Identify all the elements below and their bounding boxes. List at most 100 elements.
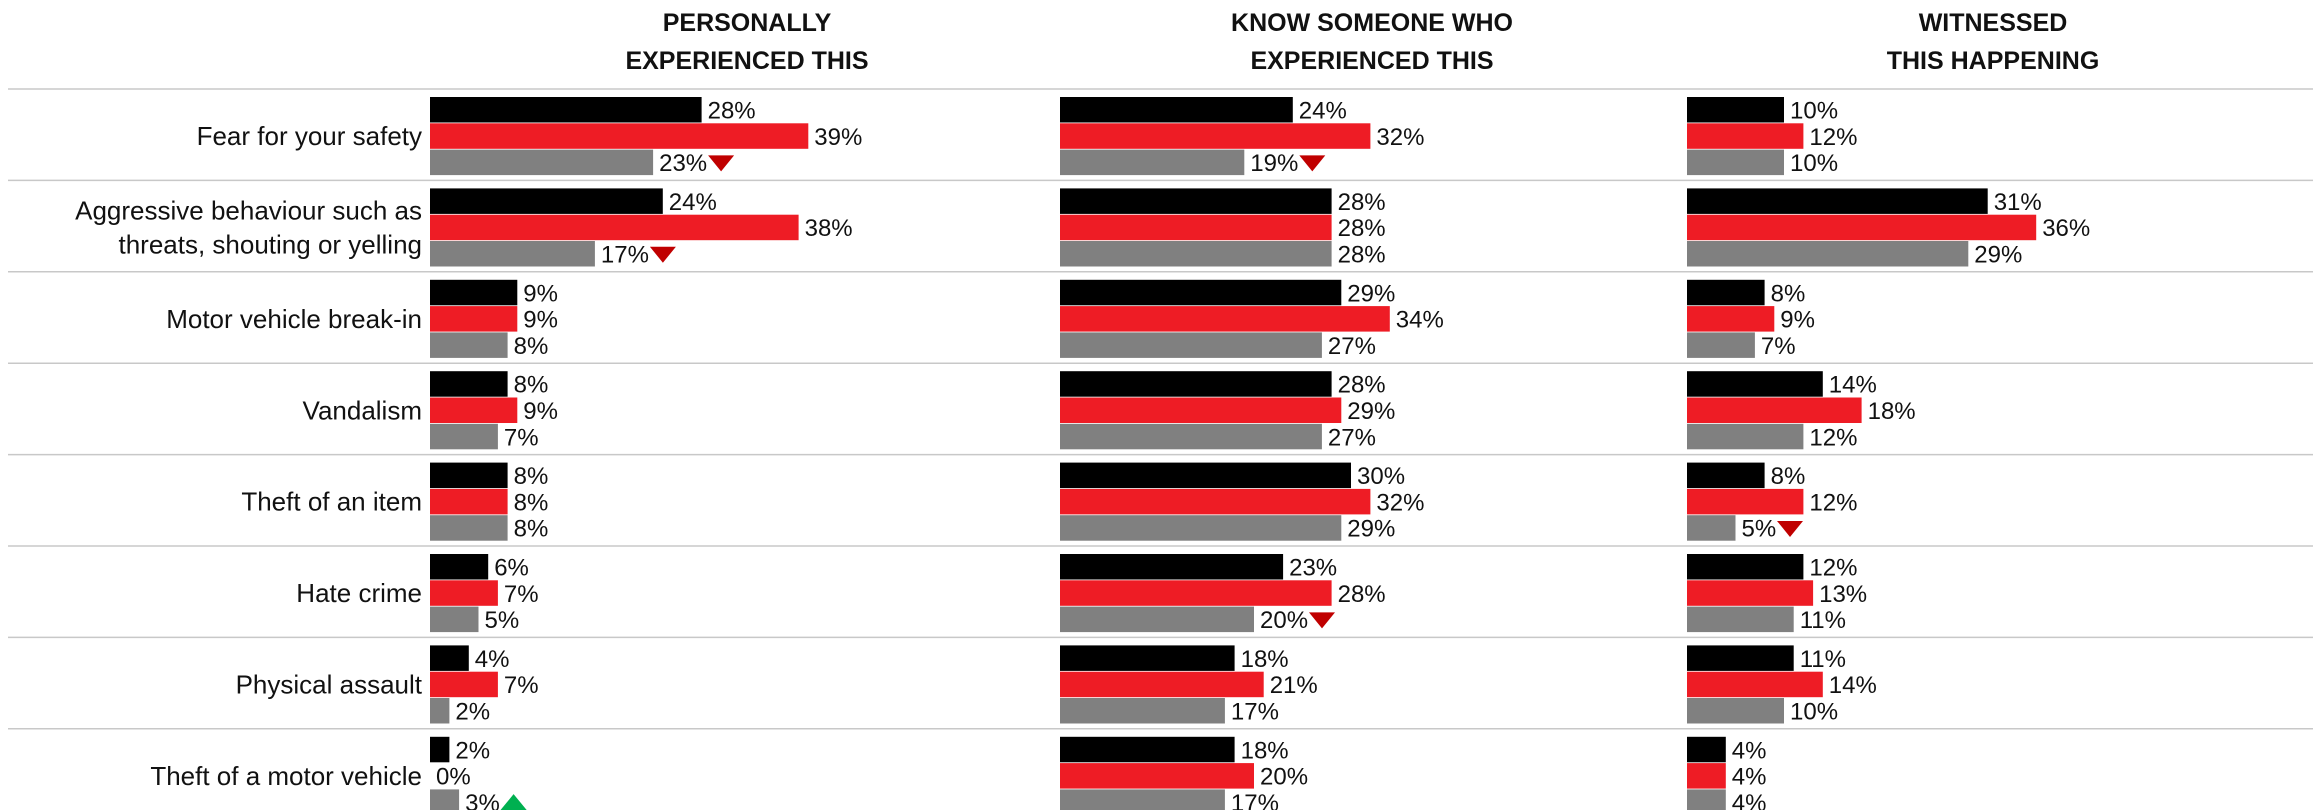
bar-cat4-panel0-series1 [430,488,508,515]
category-label-1-line-1: threats, shouting or yelling [118,229,422,259]
value-label-cat1-panel0-series1: 38% [805,215,853,242]
value-label-cat7-panel0-series2: 3% [465,790,500,810]
value-label-cat0-panel2-series0: 10% [1790,98,1838,125]
bar-cat5-panel0-series0 [430,554,489,580]
value-label-cat5-panel1-series2: 20% [1260,607,1308,634]
value-label-cat6-panel1-series1: 21% [1270,672,1318,699]
value-label-cat7-panel0-series1: 0% [436,764,471,791]
bar-cat4-panel2-series0 [1687,462,1765,489]
bar-cat7-panel1-series0 [1060,736,1235,763]
bar-cat2-panel0-series1 [430,306,518,332]
significance-down-marker-0 [708,155,735,172]
value-label-cat4-panel0-series2: 8% [514,516,549,543]
significance-down-marker-2 [649,246,676,263]
value-label-cat3-panel1-series1: 29% [1347,398,1395,425]
bar-cat3-panel0-series2 [430,423,498,450]
bar-cat0-panel0-series0 [430,97,702,123]
value-label-cat5-panel1-series1: 28% [1338,581,1386,608]
panel-title-2-line-0: WITNESSED [1919,9,2068,37]
bar-cat1-panel0-series0 [430,188,663,214]
value-label-cat3-panel0-series0: 8% [514,372,549,399]
category-label-3: Vandalism [303,395,422,425]
panel-title-1-line-0: KNOW SOMEONE WHO [1231,9,1513,37]
bar-cat0-panel0-series1 [430,123,809,149]
bar-cat0-panel1-series2 [1060,149,1245,176]
bar-cat1-panel0-series1 [430,214,799,241]
value-label-cat3-panel0-series2: 7% [504,424,539,451]
bar-cat6-panel2-series1 [1687,671,1823,698]
value-label-cat5-panel0-series1: 7% [504,581,539,608]
bar-cat2-panel2-series2 [1687,332,1755,358]
value-label-cat5-panel2-series1: 13% [1819,581,1867,608]
value-label-cat6-panel0-series0: 4% [475,646,510,673]
bar-cat1-panel2-series1 [1687,214,2037,241]
value-label-cat3-panel2-series1: 18% [1868,398,1916,425]
value-label-cat5-panel1-series0: 23% [1289,555,1337,582]
category-label-0: Fear for your safety [197,121,422,151]
value-label-cat2-panel1-series1: 34% [1396,307,1444,334]
value-label-cat6-panel1-series0: 18% [1241,646,1289,673]
value-label-cat7-panel1-series0: 18% [1241,737,1289,764]
bar-cat5-panel2-series0 [1687,554,1804,580]
bar-cat3-panel0-series0 [430,371,508,397]
value-label-cat6-panel1-series2: 17% [1231,699,1279,726]
value-label-cat7-panel2-series1: 4% [1732,764,1767,791]
significance-up-marker-5 [500,794,527,810]
value-label-cat3-panel2-series0: 14% [1829,372,1877,399]
bar-cat7-panel0-series2 [430,789,460,810]
bar-cat6-panel0-series0 [430,645,469,671]
bar-cat4-panel0-series2 [430,515,508,541]
bar-cat4-panel0-series0 [430,462,508,489]
value-label-cat7-panel1-series1: 20% [1260,764,1308,791]
value-label-cat7-panel2-series0: 4% [1732,737,1767,764]
value-label-cat4-panel2-series2: 5% [1742,516,1777,543]
bar-cat3-panel1-series1 [1060,397,1342,423]
bar-cat4-panel1-series0 [1060,462,1351,489]
bar-cat0-panel2-series0 [1687,97,1784,123]
value-label-cat2-panel1-series0: 29% [1347,280,1395,307]
value-label-cat1-panel2-series0: 31% [1994,189,2042,216]
value-label-cat3-panel0-series1: 9% [523,398,558,425]
value-label-cat1-panel1-series2: 28% [1338,242,1386,269]
value-label-cat1-panel1-series0: 28% [1338,189,1386,216]
value-label-cat6-panel0-series1: 7% [504,672,539,699]
value-label-cat5-panel2-series2: 11% [1800,607,1846,634]
value-label-cat4-panel1-series1: 32% [1376,489,1424,516]
value-label-cat7-panel1-series2: 17% [1231,790,1279,810]
bar-cat3-panel2-series1 [1687,397,1862,423]
value-label-cat0-panel2-series2: 10% [1790,150,1838,177]
value-label-cat0-panel0-series1: 39% [814,124,862,151]
bar-cat6-panel1-series0 [1060,645,1235,671]
bar-cat6-panel2-series0 [1687,645,1794,671]
value-label-cat7-panel0-series0: 2% [455,737,490,764]
bar-cat4-panel1-series2 [1060,515,1342,541]
value-label-cat3-panel1-series2: 27% [1328,424,1376,451]
bar-cat1-panel1-series1 [1060,214,1332,241]
value-label-cat5-panel0-series2: 5% [485,607,520,634]
category-label-2: Motor vehicle break-in [166,304,422,334]
bar-cat3-panel1-series2 [1060,423,1322,450]
bar-cat5-panel0-series1 [430,580,498,606]
value-label-cat0-panel1-series2: 19% [1250,150,1298,177]
bar-cat7-panel2-series2 [1687,789,1726,810]
value-label-cat6-panel2-series2: 10% [1790,699,1838,726]
bar-cat4-panel2-series2 [1687,515,1736,541]
bar-cat2-panel0-series2 [430,332,508,358]
bar-cat0-panel2-series2 [1687,149,1784,176]
significance-down-marker-4 [1309,612,1335,629]
value-label-cat4-panel2-series1: 12% [1809,489,1857,516]
value-label-cat3-panel1-series0: 28% [1338,372,1386,399]
value-label-cat4-panel1-series0: 30% [1357,463,1405,490]
value-label-cat7-panel2-series2: 4% [1732,790,1767,810]
value-label-cat1-panel1-series1: 28% [1338,215,1386,242]
bar-cat5-panel2-series1 [1687,580,1814,606]
value-label-cat4-panel1-series2: 29% [1347,516,1395,543]
bar-cat0-panel1-series1 [1060,123,1371,149]
value-label-cat1-panel0-series0: 24% [669,189,717,216]
value-label-cat2-panel2-series2: 7% [1761,333,1796,360]
bar-cat7-panel1-series2 [1060,789,1225,810]
value-label-cat6-panel2-series1: 14% [1829,672,1877,699]
bar-cat2-panel1-series2 [1060,332,1322,358]
value-label-cat5-panel2-series0: 12% [1809,555,1857,582]
panel-title-1-line-1: EXPERIENCED THIS [1250,47,1493,75]
